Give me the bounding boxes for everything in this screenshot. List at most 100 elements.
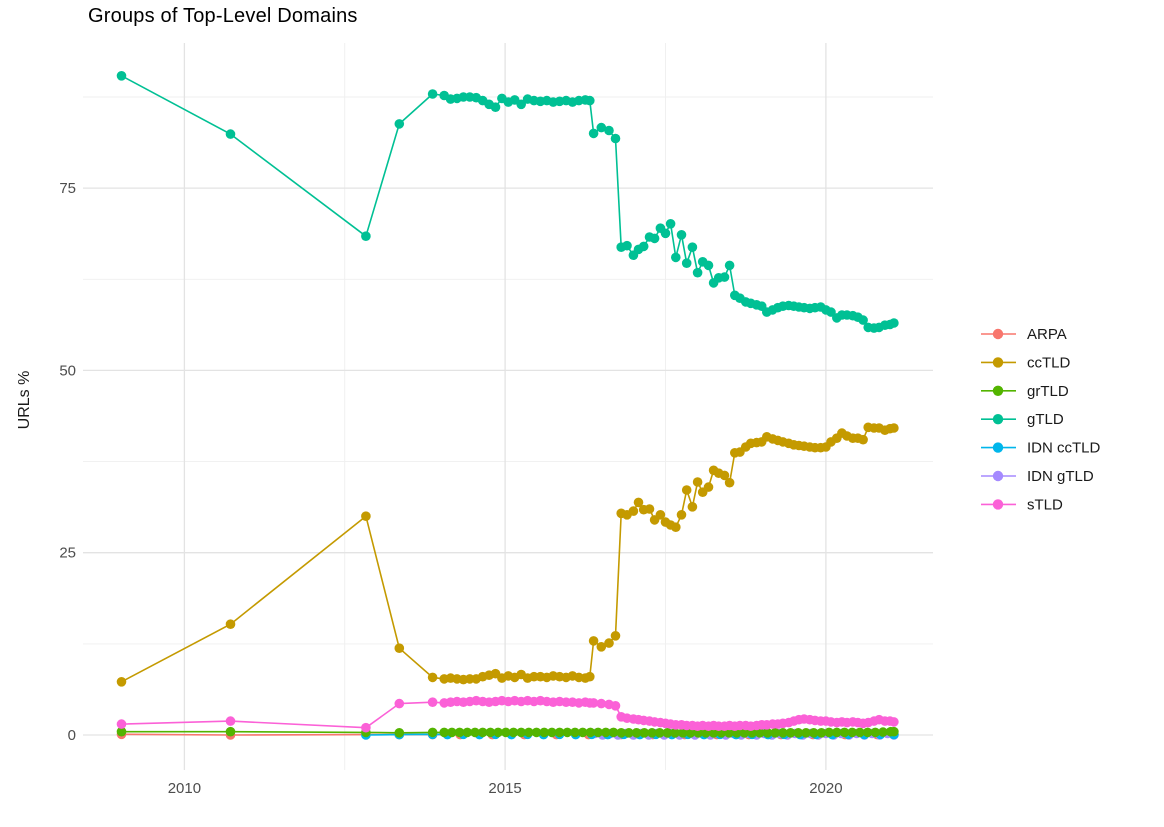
series-points-cctld	[116, 422, 899, 687]
legend-swatch-dot	[992, 357, 1004, 368]
legend-label: gTLD	[1027, 411, 1064, 428]
series-points-stld	[116, 695, 899, 733]
data-point	[628, 506, 639, 516]
data-point	[816, 728, 827, 738]
data-point	[878, 727, 888, 737]
data-point	[447, 727, 457, 738]
data-point	[608, 727, 619, 738]
data-point	[685, 728, 696, 738]
data-point	[862, 727, 873, 738]
legend-swatch-dot	[992, 499, 1004, 510]
data-point	[554, 727, 565, 738]
data-point	[477, 727, 488, 738]
data-point	[604, 638, 614, 648]
legend-item-arpa: ARPA	[981, 326, 1067, 343]
data-point	[671, 252, 681, 263]
data-point	[639, 728, 650, 738]
data-point	[624, 728, 634, 738]
legend-label: grTLD	[1027, 383, 1069, 400]
legend-label: IDN gTLD	[1027, 468, 1094, 485]
data-point	[808, 728, 819, 738]
data-point	[570, 727, 580, 738]
data-point	[593, 727, 603, 738]
data-point	[678, 728, 688, 738]
data-point	[644, 504, 655, 514]
legend-swatch-dot	[992, 442, 1004, 453]
data-point	[427, 672, 438, 683]
legend-item-idn-gtld: IDN gTLD	[981, 468, 1094, 485]
data-point	[770, 728, 780, 738]
data-point	[670, 728, 680, 738]
legend-label: ARPA	[1027, 326, 1067, 343]
data-point	[889, 423, 899, 433]
data-point	[588, 636, 599, 646]
data-point	[647, 728, 657, 738]
legend-item-idn-cctld: IDN ccTLD	[981, 440, 1101, 457]
data-point	[394, 698, 405, 709]
legend-item-gtld: gTLD	[981, 411, 1064, 428]
data-point	[501, 727, 511, 738]
data-point	[361, 511, 371, 521]
data-point	[588, 128, 599, 139]
legend-label: IDN ccTLD	[1027, 440, 1101, 457]
data-point	[654, 728, 665, 738]
data-point	[633, 497, 644, 508]
x-tick-label: 2015	[488, 780, 521, 797]
data-point	[889, 318, 899, 328]
data-point	[676, 510, 687, 520]
axis-labels: 2010 2015 2020 0 25 50 75	[59, 180, 842, 797]
legend-label: ccTLD	[1027, 354, 1071, 371]
y-tick-label: 0	[68, 727, 76, 744]
data-point	[870, 727, 881, 738]
data-point	[585, 95, 595, 106]
data-point	[719, 470, 730, 481]
data-point	[394, 643, 405, 653]
x-tick-label: 2020	[809, 780, 842, 797]
legend-label: sTLD	[1027, 496, 1063, 513]
data-point	[719, 272, 730, 282]
data-point	[596, 642, 607, 652]
data-point	[596, 122, 607, 133]
data-point	[687, 502, 698, 512]
data-point	[703, 260, 714, 271]
data-point	[116, 726, 127, 737]
data-point	[610, 631, 621, 641]
data-point	[547, 727, 557, 738]
data-point	[610, 701, 621, 711]
data-point	[516, 727, 526, 738]
data-point	[708, 728, 719, 738]
data-point	[847, 727, 857, 738]
data-point	[655, 510, 666, 520]
data-point	[427, 727, 438, 738]
legend-item-cctld: ccTLD	[981, 354, 1071, 371]
data-point	[649, 233, 660, 244]
data-point	[631, 728, 642, 738]
data-point	[596, 698, 607, 709]
data-point	[116, 71, 127, 81]
data-point	[116, 677, 127, 687]
data-point	[638, 241, 649, 252]
data-point	[462, 727, 473, 738]
data-point	[839, 727, 850, 738]
series-lines	[120, 75, 895, 736]
legend-item-grtld: grTLD	[981, 383, 1069, 400]
legend-item-stld: sTLD	[981, 496, 1063, 513]
data-point	[524, 727, 534, 738]
data-point	[801, 728, 811, 738]
data-point	[739, 728, 750, 738]
data-point	[610, 133, 621, 144]
legend-swatch-dot	[992, 414, 1004, 425]
y-tick-label: 50	[59, 362, 76, 379]
y-tick-label: 25	[59, 545, 76, 562]
data-point	[755, 728, 765, 738]
series-points	[116, 71, 899, 740]
data-point	[889, 717, 899, 727]
data-point	[858, 315, 868, 325]
data-point	[616, 728, 626, 738]
data-point	[585, 671, 595, 682]
data-point	[724, 477, 735, 488]
data-point	[662, 728, 673, 738]
gridlines-minor	[83, 43, 933, 770]
